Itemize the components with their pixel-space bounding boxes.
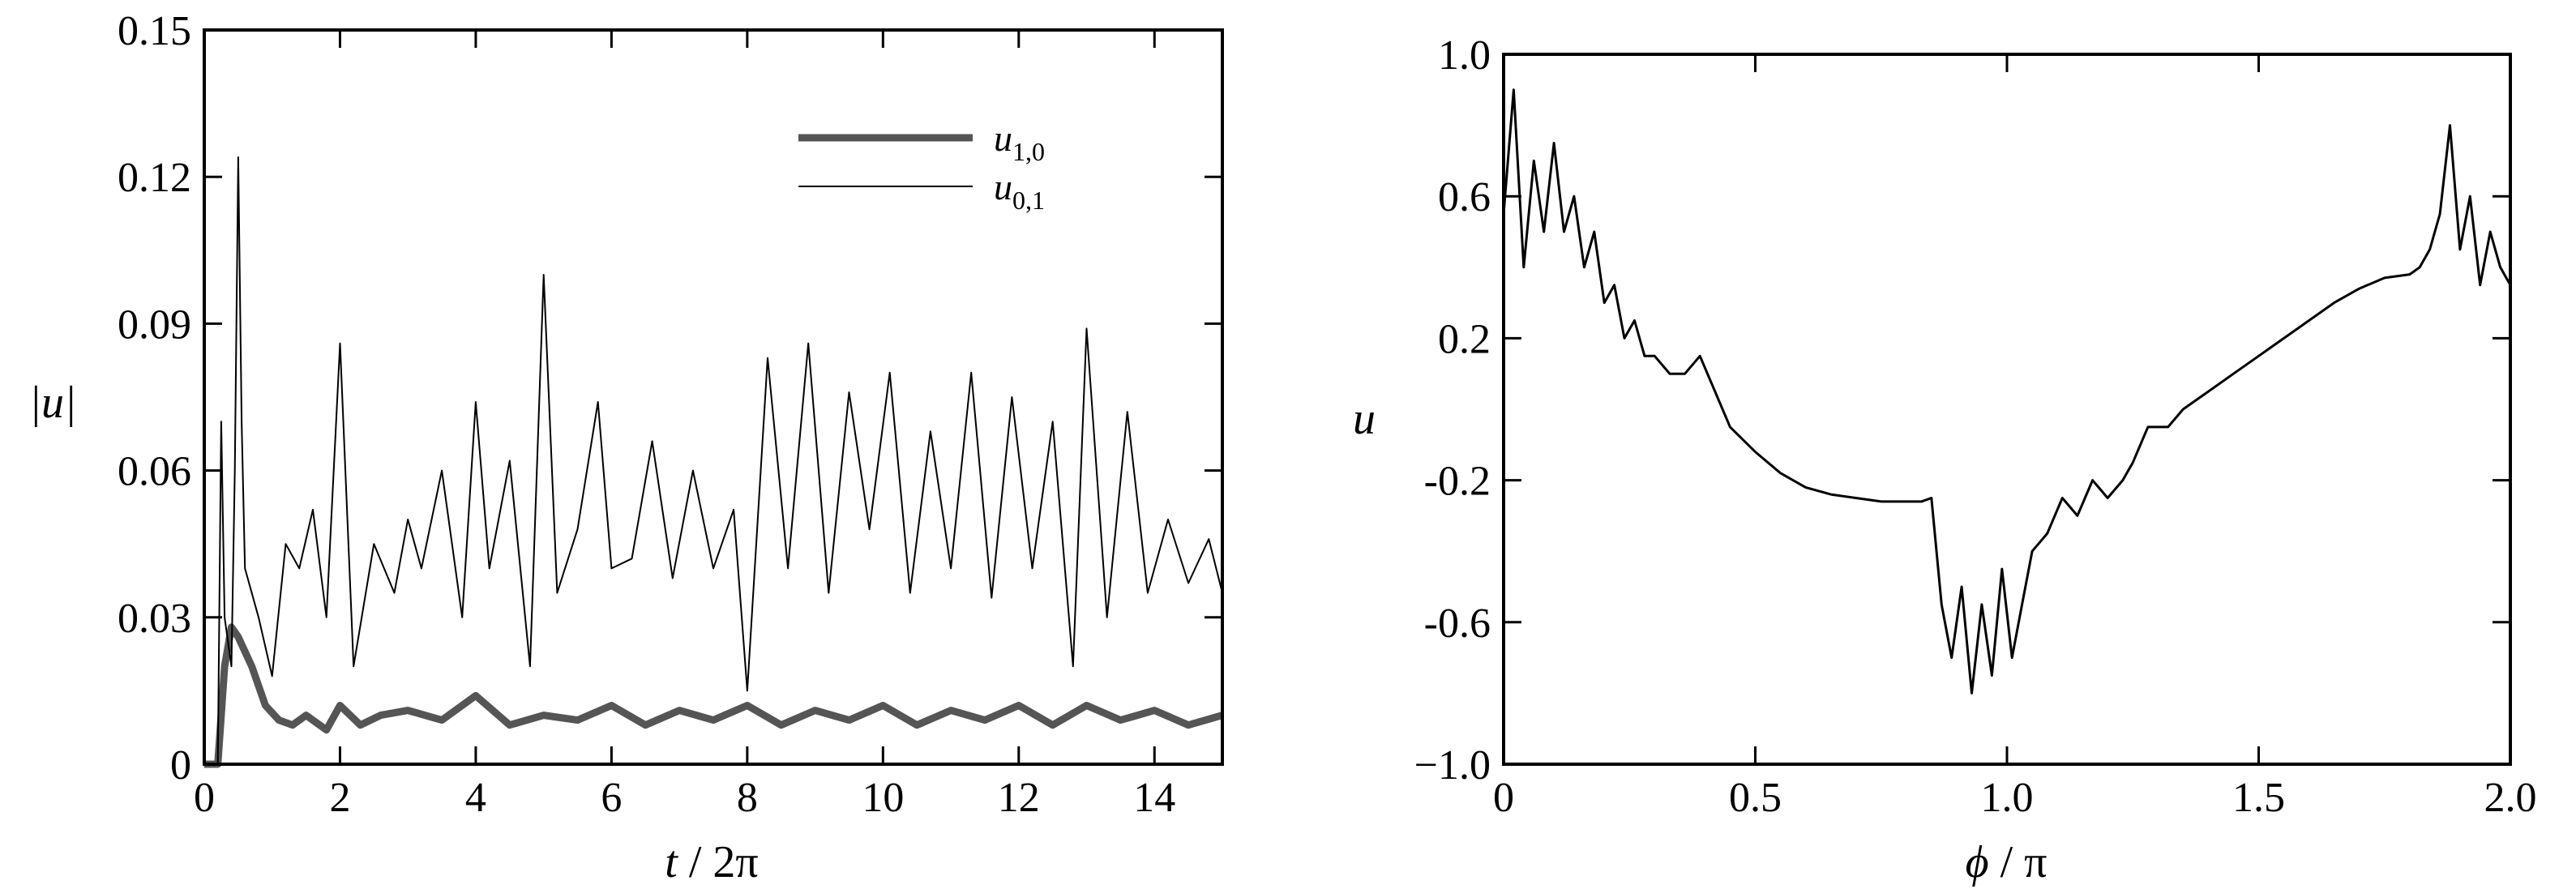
chart-amplitude-xlabel-var: t <box>665 837 678 887</box>
chart-amplitude-xtick-label-6: 12 <box>998 775 1040 821</box>
chart-u-xlabel-rest: / π <box>1989 837 2048 887</box>
chart-amplitude-ticks: 0 2 4 6 8 10 12 14 0 0.03 0.06 0.09 0.12 0.15 <box>118 8 1222 821</box>
chart-amplitude-xtick-label-7: 14 <box>1133 775 1175 821</box>
chart-u-ytick-label-4: 0.6 <box>1438 174 1491 220</box>
chart-u-xtick-label-2: 1.0 <box>1981 775 2034 821</box>
legend-label-0: u1,0 <box>994 118 1045 166</box>
chart-amplitude-vs-time: 0 2 4 6 8 10 12 14 0 0.03 0.06 0.09 0.12 0.15 u1,0u0,… <box>29 8 1224 887</box>
chart-amplitude-xtick-label-1: 2 <box>329 775 350 821</box>
legend-label-1: u0,1 <box>994 166 1045 215</box>
chart-u-xtick-label-3: 1.5 <box>2232 775 2285 821</box>
chart-u-xtick-label-4: 2.0 <box>2484 775 2537 821</box>
chart-amplitude-series-line-1 <box>204 156 1223 765</box>
chart-amplitude-series-line-0 <box>204 623 1224 768</box>
chart-amplitude-xtick-label-5: 10 <box>862 775 904 821</box>
chart-amplitude-ytick-label-0: 0 <box>170 742 191 789</box>
chart-u-series-group <box>1502 88 2512 695</box>
chart-u-xlabel: ϕ / π <box>1966 837 2048 887</box>
chart-u-ticks: 0 0.5 1.0 1.5 2.0 −1.0 -0.6 -0.2 0.2 0.6 1.0 <box>1414 32 2537 821</box>
chart-u-ytick-label-3: 0.2 <box>1438 316 1491 362</box>
chart-u-xtick-label-1: 0.5 <box>1729 775 1782 821</box>
chart-amplitude-legend: u1,0u0,1 <box>798 118 1045 215</box>
chart-amplitude-xlabel: t / 2π <box>665 837 758 887</box>
chart-u-plot-frame <box>1502 53 2512 766</box>
chart-u-ytick-label-5: 1.0 <box>1438 32 1491 79</box>
chart-amplitude-xtick-label-4: 8 <box>737 775 758 821</box>
chart-amplitude-xtick-label-2: 4 <box>465 775 486 821</box>
chart-u-ytick-label-1: -0.6 <box>1424 601 1491 647</box>
chart-u-ytick-label-0: −1.0 <box>1414 742 1491 789</box>
chart-amplitude-ytick-label-3: 0.09 <box>118 301 191 348</box>
chart-amplitude-ytick-label-5: 0.15 <box>118 8 191 54</box>
chart-u-ylabel: u <box>1353 394 1376 444</box>
chart-amplitude-xtick-label-3: 6 <box>601 775 622 821</box>
chart-amplitude-ytick-label-4: 0.12 <box>118 155 191 201</box>
chart-amplitude-plot-frame <box>203 28 1224 766</box>
chart-amplitude-xlabel-rest: / 2π <box>678 837 759 887</box>
chart-amplitude-series-group <box>204 156 1224 768</box>
chart-u-vs-phi: 0 0.5 1.0 1.5 2.0 −1.0 -0.6 -0.2 0.2 0.6 1.0 u ϕ /… <box>1353 32 2537 887</box>
chart-amplitude-ytick-label-1: 0.03 <box>118 596 191 642</box>
legend-label-sub-1: 0,1 <box>1012 186 1045 215</box>
chart-u-series-line-0 <box>1502 88 2512 695</box>
chart-u-ytick-label-2: -0.2 <box>1424 459 1491 505</box>
chart-u-xtick-label-0: 0 <box>1493 775 1514 821</box>
chart-amplitude-ylabel: |u| <box>29 378 77 428</box>
chart-amplitude-ytick-label-2: 0.06 <box>118 449 191 495</box>
legend-label-base-0: u <box>994 118 1012 159</box>
legend-label-base-1: u <box>994 166 1012 207</box>
legend-label-sub-0: 1,0 <box>1012 137 1045 166</box>
chart-u-xlabel-var: ϕ <box>1966 837 1989 887</box>
chart-amplitude-xtick-label-0: 0 <box>194 775 215 821</box>
